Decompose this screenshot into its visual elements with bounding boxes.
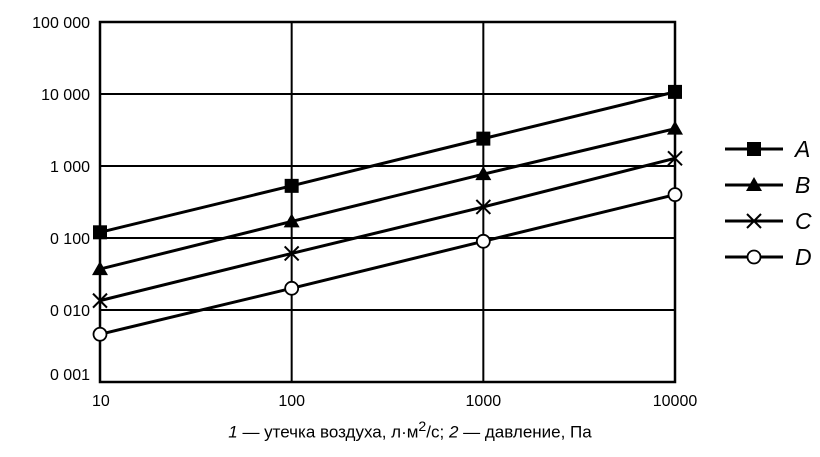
y-tick-label: 100 000: [32, 15, 90, 32]
x-tick-label: 1000: [466, 393, 502, 410]
data-point: [284, 280, 300, 296]
legend-label: B: [795, 172, 810, 198]
legend-entry-C: C: [725, 208, 812, 234]
y-tick-label: 0 010: [50, 303, 90, 320]
y-tick-label: 0 001: [50, 367, 90, 384]
legend-marker: [747, 142, 761, 156]
data-point: [475, 199, 492, 215]
caption-text-1: — утечка воздуха, л·м: [237, 422, 419, 442]
caption-text-3: — давление, Па: [458, 422, 592, 442]
series-B: [92, 120, 683, 276]
series-lines: [92, 84, 683, 342]
y-tick-label: 1 000: [50, 159, 90, 176]
data-point: [92, 292, 108, 309]
y-axis-ticks: 0 001 0 010 0 100 1 000 10 000 100 000: [32, 15, 90, 384]
x-axis-ticks: 10 100 1000 10000: [92, 393, 697, 410]
legend-marker: [746, 249, 762, 265]
y-tick-label: 0 100: [50, 231, 90, 248]
legend-marker: [746, 213, 762, 229]
legend-marker: [746, 177, 762, 191]
legend-entry-B: B: [725, 172, 810, 198]
data-point: [667, 150, 683, 166]
data-point: [667, 120, 683, 135]
data-point: [92, 326, 108, 342]
plot-frame: [98, 20, 677, 384]
data-point: [283, 245, 300, 262]
plot-border: [98, 20, 677, 384]
data-point: [475, 166, 492, 181]
x-tick-label: 10000: [653, 393, 698, 410]
data-point: [668, 84, 682, 99]
caption-text-2: /с;: [426, 422, 449, 442]
series-A: [93, 84, 682, 240]
series-C: [92, 150, 683, 309]
legend-label: C: [795, 208, 812, 234]
y-tick-label: 10 000: [41, 87, 90, 104]
legend-entry-A: A: [725, 136, 810, 162]
data-point: [284, 178, 299, 193]
series-line: [99, 90, 676, 234]
legend-label: A: [793, 136, 810, 162]
series-line: [99, 156, 676, 303]
data-point: [667, 187, 683, 203]
grid-lines: [99, 21, 676, 383]
data-point: [93, 225, 107, 240]
x-tick-label: 10: [92, 393, 110, 410]
chart-caption: 1 — утечка воздуха, л·м2/с; 2 — давление…: [0, 419, 820, 443]
data-point: [92, 261, 108, 276]
caption-number-2: 2: [448, 422, 459, 442]
caption-number-1: 1: [228, 422, 238, 442]
caption-superscript: 2: [418, 419, 427, 435]
data-point: [283, 213, 300, 228]
legend-label: D: [795, 244, 812, 270]
data-point: [476, 131, 491, 146]
series-D: [92, 187, 683, 342]
series-line: [99, 193, 676, 336]
series-line: [99, 127, 676, 271]
data-point: [475, 233, 491, 249]
x-tick-label: 100: [278, 393, 305, 410]
legend-entry-D: D: [725, 244, 812, 270]
